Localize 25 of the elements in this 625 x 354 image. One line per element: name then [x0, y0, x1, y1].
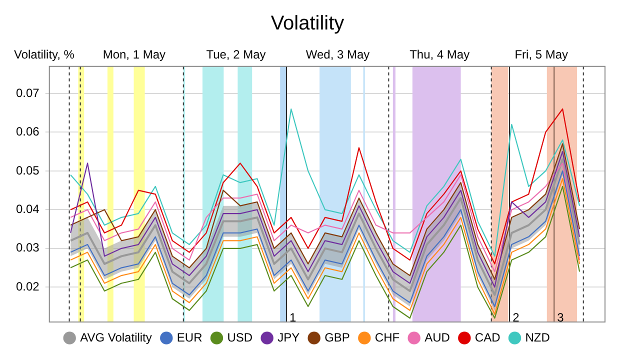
annotation: 1: [289, 310, 296, 324]
x-tick-label: Thu, 4 May: [410, 48, 470, 62]
legend-label: GBP: [324, 330, 350, 344]
x-tick-label: Tue, 2 May: [206, 48, 266, 62]
legend-label: AVG Volatility: [80, 330, 152, 344]
legend-label: CAD: [474, 330, 501, 344]
legend-label: EUR: [176, 330, 203, 344]
legend-label: CHF: [374, 330, 400, 344]
x-tick-label: Wed, 3 May: [306, 48, 370, 62]
y-tick-label: 0.07: [16, 86, 40, 100]
y-tick-label: 0.05: [16, 163, 40, 178]
annotation: 3: [557, 310, 564, 324]
annotation: 2: [512, 310, 520, 324]
legend-label: USD: [227, 330, 253, 344]
y-tick-label: 0.03: [16, 240, 40, 255]
y-tick-label: 0.06: [16, 124, 40, 139]
x-tick-label: Mon, 1 May: [102, 48, 166, 62]
y-axis-title: Volatility, %: [14, 48, 75, 62]
y-tick-label: 0.02: [16, 279, 40, 294]
x-tick-label: Fri, 5 May: [514, 48, 568, 62]
y-tick-label: 0.04: [16, 202, 40, 216]
legend-label: AUD: [424, 330, 450, 344]
chart-title: Volatility: [270, 12, 344, 35]
legend-label: NZD: [525, 330, 550, 344]
legend-label: JPY: [278, 330, 300, 344]
